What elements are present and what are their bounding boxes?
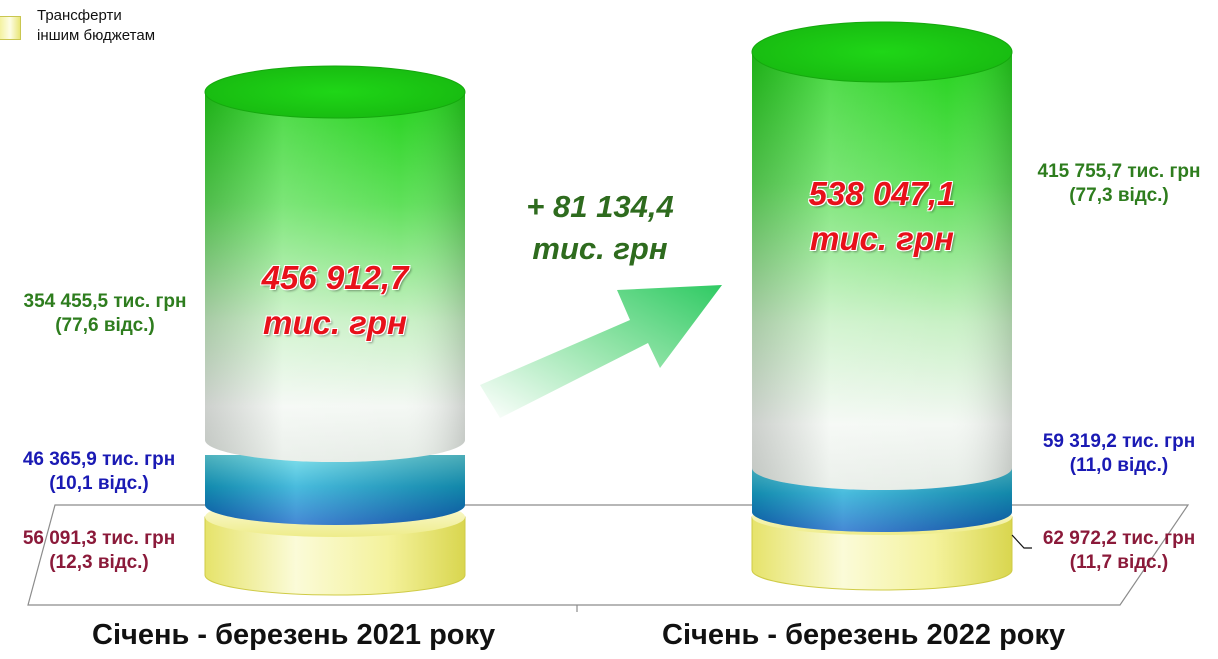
segment-2021-blue-shade: [205, 455, 465, 525]
blue-value-label-2022: 59 319,2 тис. грн (11,0 відс.): [1042, 431, 1196, 476]
segment-2021-green-shade: [205, 92, 465, 462]
legend-label-transfers: Трансферти іншим бюджетам: [37, 7, 156, 44]
category-label-2022: Січень - березень 2022 року: [662, 619, 1066, 651]
green-value-label-2022: 415 755,7 тис. грн (77,3 відс.): [1037, 161, 1201, 206]
growth-arrow-icon: [480, 285, 722, 418]
legend-swatch-transfers: [0, 16, 21, 40]
total-label-2021: 456 912,7 тис. грн: [261, 259, 409, 341]
segment-2021-green-top: [204, 65, 466, 119]
leader-line-2022-transfers: [1011, 534, 1032, 549]
total-label-2022: 538 047,1 тис. грн: [808, 175, 956, 257]
blue-value-label-2021: 46 365,9 тис. грн (10,1 відс.): [22, 449, 176, 494]
legend: Трансферти іншим бюджетам: [0, 6, 155, 45]
segment-2022-transfers: [751, 516, 1013, 591]
segment-2022-green-top: [751, 21, 1013, 83]
segment-2021-transfers: [204, 516, 466, 596]
segment-2022-green-shade: [752, 52, 1012, 490]
green-value-label-2021: 354 455,5 тис. грн (77,6 відс.): [23, 291, 187, 336]
cylinder-2022: [751, 21, 1013, 591]
transfers-value-label-2021: 56 091,3 тис. грн (12,3 відс.): [22, 528, 176, 573]
category-label-2021: Січень - березень 2021 року: [92, 619, 496, 651]
floor-plane: [27, 504, 1190, 606]
cylinder-2021: [204, 65, 466, 596]
delta-label: + 81 134,4 тис. грн: [526, 189, 674, 266]
transfers-value-label-2022: 62 972,2 тис. грн (11,7 відс.): [1042, 528, 1196, 573]
